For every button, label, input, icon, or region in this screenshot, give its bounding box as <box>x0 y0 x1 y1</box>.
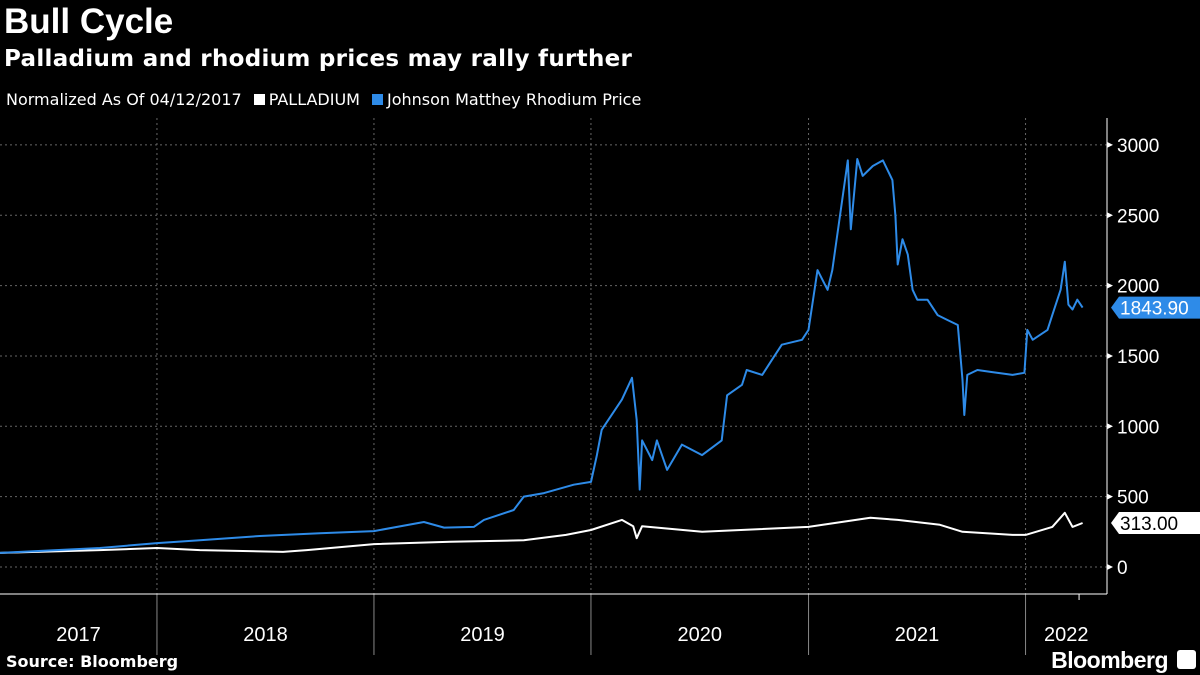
last-value-badge-shape <box>1111 296 1200 319</box>
x-tick-label-2020: 2020 <box>678 624 723 646</box>
x-tick-label-2018: 2018 <box>243 624 288 646</box>
x-tick-label-2022: 2022 <box>1044 624 1089 646</box>
y-tick-mark <box>1107 564 1113 570</box>
last-value-badge-palladium: 313.00 <box>1111 511 1200 535</box>
last-value-badge-rhodium: 1843.90 <box>1111 296 1200 320</box>
y-tick-mark <box>1107 282 1113 289</box>
y-tick-label: 0 <box>1117 558 1128 579</box>
legend-item-rhodium: Johnson Matthey Rhodium Price <box>371 90 642 109</box>
series-line-rhodium <box>0 158 1084 554</box>
legend-swatch-palladium <box>253 94 265 105</box>
series-line-palladium <box>0 511 1083 554</box>
y-tick-label: 2000 <box>1117 277 1159 298</box>
x-tick-label-2017: 2017 <box>56 624 101 646</box>
y-tick-mark <box>1107 423 1113 430</box>
chart-title: Bull Cycle <box>4 2 174 41</box>
bloomberg-logo: Bloomberg <box>1051 647 1168 673</box>
y-tick-mark <box>1107 212 1113 219</box>
y-tick-mark <box>1107 352 1113 359</box>
y-tick-label: 2500 <box>1117 206 1159 227</box>
y-tick-label: 3000 <box>1117 136 1159 157</box>
source-note: Source: Bloomberg <box>6 652 179 671</box>
legend-swatch-rhodium <box>371 94 383 105</box>
last-value-label: 313.00 <box>1120 514 1178 535</box>
bloomberg-chart-icon <box>1177 650 1196 669</box>
y-tick-label: 1500 <box>1117 347 1159 368</box>
legend-label-rhodium: Johnson Matthey Rhodium Price <box>386 90 642 109</box>
x-tick-label-2021: 2021 <box>895 624 940 646</box>
y-tick-mark <box>1107 493 1113 500</box>
y-tick-label: 500 <box>1117 488 1149 509</box>
legend-item-palladium: PALLADIUM <box>253 90 360 109</box>
legend-label-palladium: PALLADIUM <box>268 90 360 109</box>
last-value-badge-shape <box>1111 511 1200 534</box>
chart-subtitle: Palladium and rhodium prices may rally f… <box>4 46 633 72</box>
x-tick-label-2019: 2019 <box>460 624 505 646</box>
last-value-label: 1843.90 <box>1120 299 1189 320</box>
legend: Normalized As Of 04/12/2017 PALLADIUM Jo… <box>6 90 641 109</box>
y-tick-label: 1000 <box>1117 417 1159 438</box>
legend-note: Normalized As Of 04/12/2017 <box>6 90 242 109</box>
y-tick-mark <box>1107 141 1113 148</box>
